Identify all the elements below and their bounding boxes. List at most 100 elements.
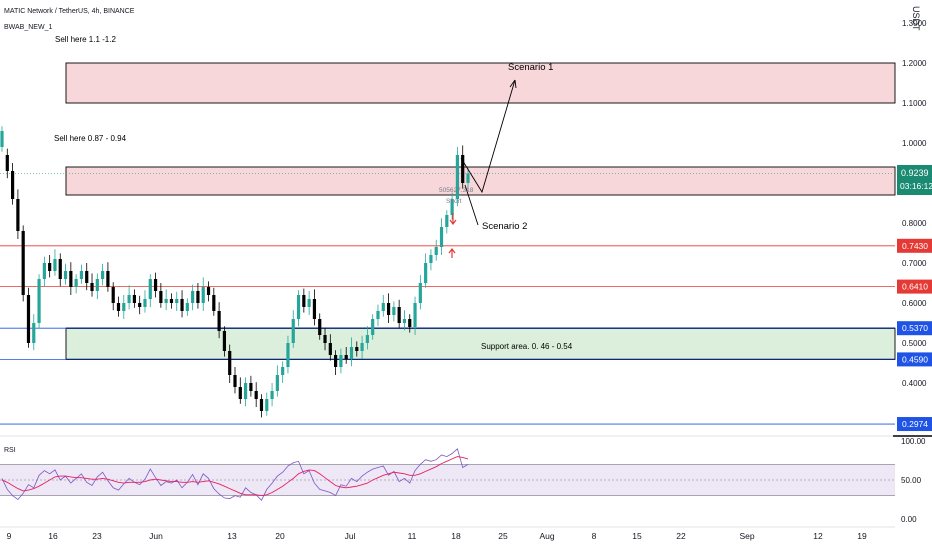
candle-body-31	[164, 299, 168, 303]
support-label: Support area. 0. 46 - 0.54	[481, 342, 573, 351]
candle-body-56	[296, 295, 301, 319]
candle-body-61	[323, 335, 327, 343]
candle-body-76	[402, 319, 407, 323]
level-badge-1	[897, 279, 932, 294]
price-tick-6: 0.7000	[902, 259, 927, 268]
candle-body-16	[85, 271, 89, 283]
candle-body-69	[365, 335, 369, 343]
level-badge-2	[897, 321, 932, 336]
candle-body-4	[21, 231, 25, 295]
candle-body-27	[143, 299, 147, 307]
scenario-2-arrow	[464, 184, 479, 226]
price-tick-1: 1.2000	[902, 59, 927, 68]
candle-body-53	[281, 367, 285, 375]
candle-body-62	[328, 343, 332, 355]
sell-zone-mid	[65, 166, 896, 196]
candle-body-29	[153, 279, 158, 291]
level-badge-text-0: 0.7430	[902, 241, 928, 251]
time-tick-2: 23	[92, 531, 102, 541]
sell-mid-label: Sell here 0.87 - 0.94	[54, 134, 127, 143]
candle-body-28	[148, 279, 152, 299]
level-badge-4	[897, 417, 932, 432]
rsi-tick-1: 50.00	[901, 476, 922, 485]
time-tick-1: 16	[48, 531, 58, 541]
scenario-2-label: Scenario 2	[482, 221, 527, 232]
price-tick-0: 1.3000	[902, 19, 927, 28]
candle-body-83	[439, 227, 444, 247]
rsi-line	[1, 448, 469, 501]
candle-body-65	[344, 355, 348, 359]
candle-body-7	[37, 279, 41, 323]
sell-high-label: Sell here 1.1 -1.2	[55, 35, 116, 44]
candle-body-34	[180, 299, 184, 311]
candle-body-68	[360, 343, 364, 351]
candle-body-9	[48, 263, 52, 271]
candle-body-39	[206, 287, 211, 295]
candle-body-35	[185, 303, 189, 311]
candle-body-70	[371, 319, 375, 335]
countdown-value: 03:16:12	[900, 181, 932, 191]
candle-body-60	[318, 319, 322, 335]
candle-body-50	[265, 399, 269, 411]
candle-body-36	[191, 291, 195, 303]
rsi-panel[interactable]: RSI 100.00 50.00 0.00	[0, 435, 932, 524]
scenario-1-arrow	[460, 79, 516, 194]
level-badge-text-1: 0.6410	[902, 282, 928, 292]
time-axis[interactable]: 9 16 23 Jun 13 20 Jul 11 18 25 Aug 8 15 22 Sep 12 19	[0, 526, 895, 541]
rsi-tick-2: 0.00	[901, 515, 917, 524]
zones-layer	[65, 62, 896, 360]
candle-body-74	[392, 307, 396, 315]
candle-body-40	[212, 295, 216, 311]
candle-body-51	[270, 391, 274, 399]
support-zone	[65, 327, 896, 360]
price-badges: 0.9239 03:16:12 0.7430 0.6410 0.5370 0.4590…	[897, 165, 932, 432]
time-tick-16: 19	[857, 531, 867, 541]
candle-body-41	[217, 311, 221, 331]
time-tick-10: Aug	[539, 531, 554, 541]
price-axis[interactable]: 1.30001.20001.10001.00000.90000.80000.70…	[902, 19, 927, 428]
scenario-1-label: Scenario 1	[508, 62, 553, 73]
candle-body-87	[461, 155, 465, 183]
time-tick-7: 11	[408, 531, 417, 541]
candle-body-19	[101, 271, 105, 279]
time-tick-4: 13	[227, 531, 237, 541]
candle-body-84	[445, 215, 449, 227]
candle-body-54	[286, 343, 290, 367]
candle-body-82	[434, 247, 438, 255]
price-tick-5: 0.8000	[902, 219, 927, 228]
candle-body-57	[302, 295, 306, 307]
candle-body-55	[291, 319, 295, 343]
candle-body-63	[334, 355, 338, 367]
price-tick-8: 0.5000	[902, 339, 927, 348]
time-tick-11: 8	[592, 531, 597, 541]
candle-body-13	[69, 271, 73, 287]
candle-body-0	[0, 131, 4, 147]
candle-body-78	[413, 303, 417, 327]
candle-body-17	[90, 283, 94, 291]
time-tick-9: 25	[498, 531, 508, 541]
candle-body-8	[42, 263, 46, 279]
candle-body-26	[138, 303, 142, 307]
time-tick-14: Sep	[739, 531, 754, 541]
time-tick-5: 20	[275, 531, 285, 541]
time-tick-15: 12	[813, 531, 823, 541]
sell-zone-high	[65, 62, 896, 104]
scenario-1-arrowhead	[509, 79, 517, 89]
candle-body-15	[79, 271, 84, 279]
candle-body-86	[455, 155, 460, 199]
candle-body-22	[116, 303, 121, 311]
current-price-badge	[897, 165, 932, 195]
long-marker-arrow	[448, 248, 456, 258]
candle-body-43	[228, 351, 232, 375]
candle-body-81	[429, 255, 433, 263]
candle-body-58	[307, 299, 311, 307]
price-tick-3: 1.0000	[902, 139, 927, 148]
candle-body-38	[201, 287, 205, 303]
candle-body-30	[159, 291, 163, 303]
candle-body-25	[132, 295, 136, 303]
candle-body-75	[397, 307, 401, 323]
level-badge-0	[897, 238, 932, 253]
candle-body-49	[259, 399, 264, 411]
candle-body-66	[349, 347, 354, 359]
